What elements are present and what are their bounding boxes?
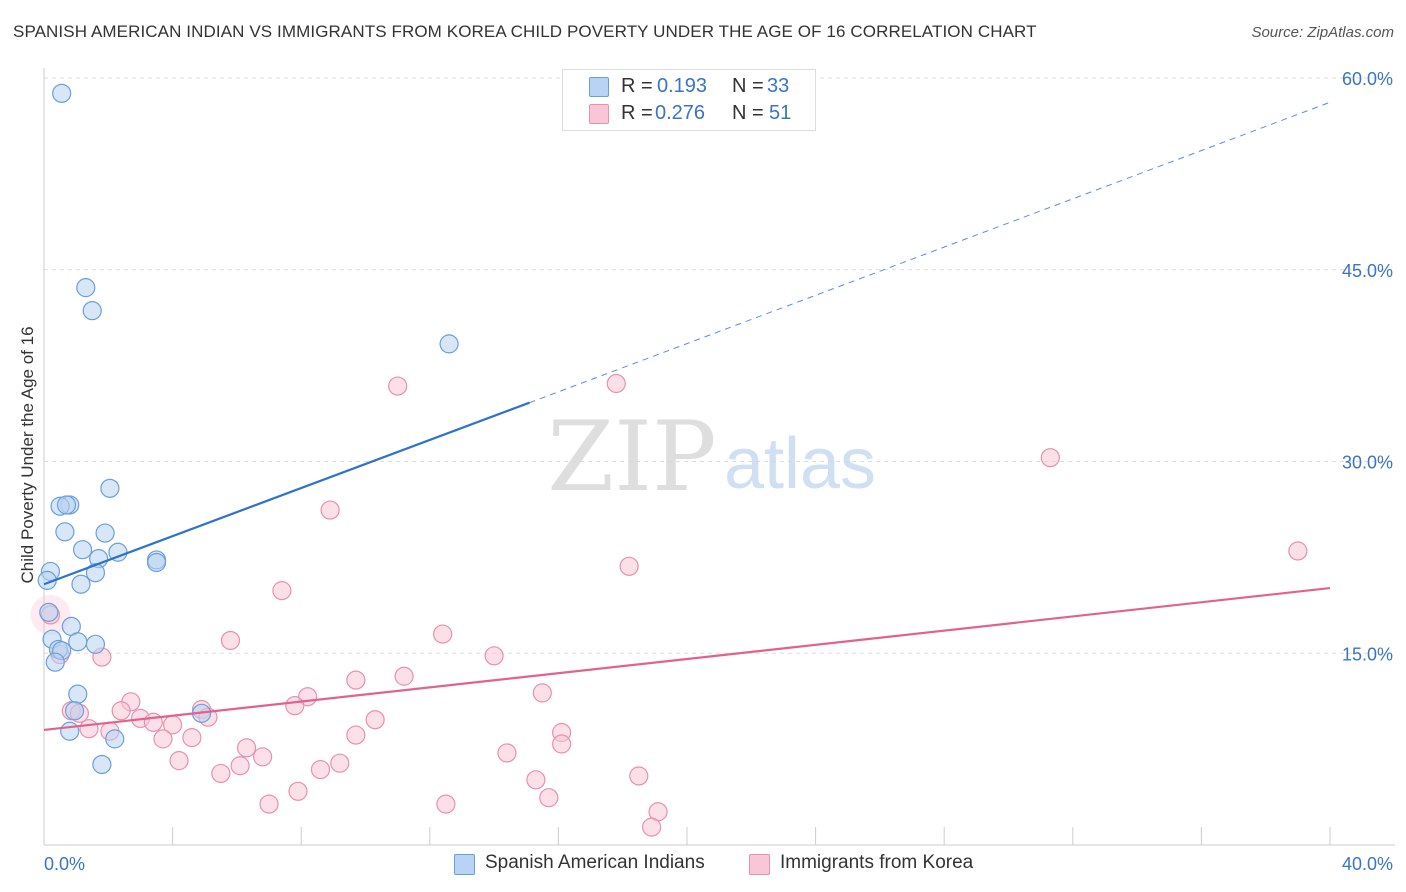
data-point-immigrants-from-korea [1040, 448, 1060, 468]
bottom-legend-label-pink: Immigrants from Korea [780, 852, 974, 873]
data-point-spanish-american-indians [92, 754, 112, 775]
data-point-immigrants-from-korea [365, 710, 385, 730]
data-point-immigrants-from-korea [552, 734, 572, 754]
legend-r-value-blue: 0.193 [657, 75, 708, 97]
data-point-immigrants-from-korea [497, 743, 517, 763]
chart-title: SPANISH AMERICAN INDIAN VS IMMIGRANTS FR… [13, 22, 1037, 41]
data-point-immigrants-from-korea [143, 712, 163, 732]
watermark-atlas: atlas [724, 424, 876, 504]
data-point-immigrants-from-korea [388, 376, 408, 396]
bottom-legend-label-blue: Spanish American Indians [485, 852, 705, 873]
trend-line-extension-spanish-american-indians [529, 101, 1331, 404]
data-point-immigrants-from-korea [220, 630, 241, 651]
data-point-immigrants-from-korea [330, 753, 350, 773]
x-tick-label: 40.0% [1342, 854, 1393, 874]
data-point-immigrants-from-korea [394, 666, 414, 686]
data-point-spanish-american-indians [85, 634, 106, 654]
data-point-spanish-american-indians [39, 602, 59, 622]
data-point-immigrants-from-korea [288, 781, 308, 801]
legend-n-value-blue: 33 [767, 75, 790, 97]
legend-swatch-blue [589, 77, 609, 97]
data-point-immigrants-from-korea [259, 794, 279, 814]
data-point-immigrants-from-korea [236, 738, 257, 758]
gridlines [44, 77, 1395, 654]
data-point-spanish-american-indians [82, 301, 102, 321]
data-point-immigrants-from-korea [532, 683, 552, 703]
data-point-spanish-american-indians [68, 684, 88, 704]
y-axis-label: Child Poverty Under the Age of 16 [18, 326, 37, 583]
data-point-immigrants-from-korea [79, 719, 99, 739]
data-point-immigrants-from-korea [169, 751, 189, 771]
data-point-spanish-american-indians [71, 574, 91, 594]
watermark: ZIP atlas [547, 401, 876, 513]
data-point-immigrants-from-korea [111, 701, 131, 721]
data-point-immigrants-from-korea [182, 728, 202, 748]
y-tick-label: 15.0% [1342, 644, 1393, 664]
data-point-spanish-american-indians [100, 478, 120, 498]
legend-n-value-pink: 51 [769, 102, 792, 124]
data-point-immigrants-from-korea [619, 556, 639, 576]
data-point-spanish-american-indians [60, 721, 80, 741]
trend-line-spanish-american-indians [43, 401, 530, 586]
legend-r-label: R = [621, 75, 653, 97]
axes [43, 68, 1395, 846]
legend-r-value-pink: 0.276 [655, 102, 706, 124]
data-point-spanish-american-indians [146, 552, 167, 573]
data-point-immigrants-from-korea [436, 794, 456, 814]
data-point-immigrants-from-korea [484, 646, 504, 666]
data-point-spanish-american-indians [52, 83, 72, 103]
data-point-spanish-american-indians [105, 729, 125, 749]
x-tick-label: 0.0% [44, 854, 85, 874]
watermark-zip: ZIP [547, 401, 716, 513]
legend-n-label: N = [732, 75, 764, 97]
bottom-legend-swatch-blue [454, 854, 475, 875]
data-point-spanish-american-indians [45, 652, 65, 672]
data-point-immigrants-from-korea [539, 788, 559, 808]
y-tick-label: 60.0% [1342, 69, 1393, 89]
legend-swatch-pink [589, 104, 609, 124]
data-point-immigrants-from-korea [253, 747, 273, 767]
data-point-immigrants-from-korea [211, 763, 231, 784]
y-tick-label: 45.0% [1342, 261, 1393, 281]
source-label: Source: ZipAtlas.com [1251, 24, 1394, 41]
data-point-immigrants-from-korea [272, 581, 292, 601]
data-point-immigrants-from-korea [433, 624, 453, 644]
data-point-immigrants-from-korea [642, 817, 662, 837]
data-point-spanish-american-indians [95, 523, 115, 543]
data-point-spanish-american-indians [439, 334, 459, 354]
data-point-immigrants-from-korea [320, 500, 340, 520]
data-point-immigrants-from-korea [1288, 541, 1308, 561]
y-tick-label: 30.0% [1342, 453, 1393, 473]
tick-labels: 15.0% 30.0% 45.0% 60.0% 0.0% 40.0% [44, 69, 1393, 874]
trend-line-immigrants-from-korea [43, 586, 1331, 732]
trend-lines [43, 101, 1331, 732]
correlation-legend: R = 0.193 N = 33 R = 0.276 N = 51 [562, 69, 816, 131]
data-point-spanish-american-indians [72, 540, 93, 560]
data-point-immigrants-from-korea [153, 729, 173, 749]
data-point-immigrants-from-korea [629, 766, 649, 786]
legend-n-label: N = [732, 102, 764, 124]
data-point-spanish-american-indians [64, 701, 85, 721]
data-point-immigrants-from-korea [346, 670, 366, 690]
data-point-spanish-american-indians [55, 522, 75, 542]
data-point-immigrants-from-korea [606, 373, 626, 394]
legend-r-label: R = [621, 102, 653, 124]
bottom-legend-swatch-pink [749, 854, 770, 875]
data-point-immigrants-from-korea [285, 696, 305, 716]
data-point-spanish-american-indians [68, 632, 88, 652]
data-point-spanish-american-indians [85, 563, 106, 583]
data-point-spanish-american-indians [76, 278, 96, 298]
data-point-immigrants-from-korea [346, 725, 366, 745]
data-point-spanish-american-indians [56, 495, 77, 515]
data-point-immigrants-from-korea [310, 759, 331, 780]
data-point-immigrants-from-korea [230, 756, 250, 776]
data-point-immigrants-from-korea [526, 770, 546, 790]
